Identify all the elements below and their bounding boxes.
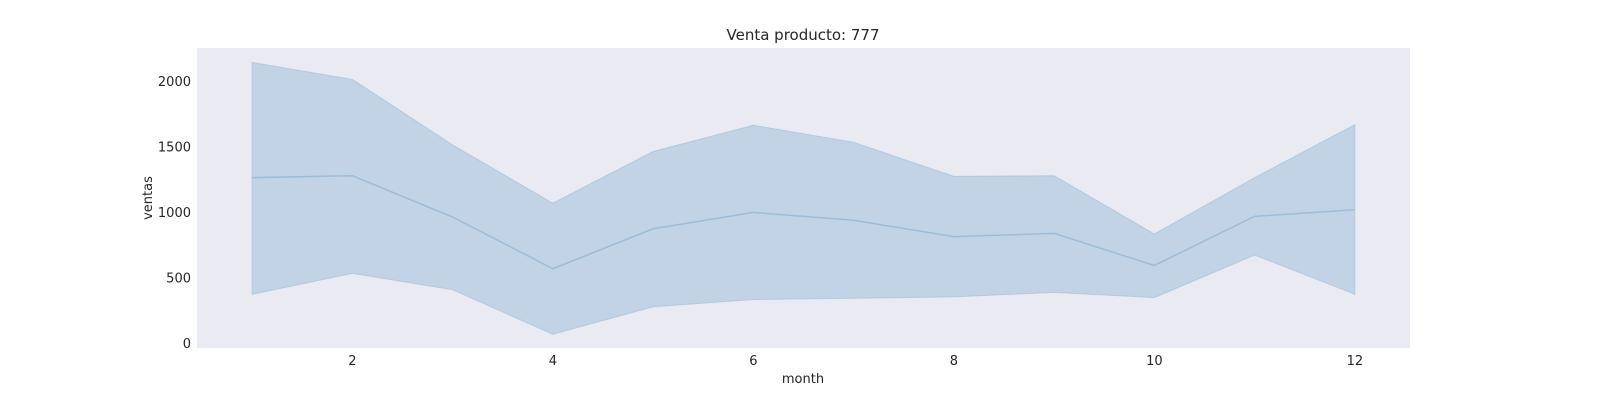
x-tick-label: 12 bbox=[1347, 354, 1364, 369]
chart-title: Venta producto: 777 bbox=[727, 26, 880, 44]
y-axis-label: ventas bbox=[141, 176, 156, 220]
y-tick-label: 0 bbox=[183, 337, 191, 352]
y-axis: 0 500 1000 1500 2000 bbox=[158, 75, 191, 352]
x-axis: 2 4 6 8 10 12 bbox=[348, 354, 1363, 369]
x-tick-label: 4 bbox=[549, 354, 557, 369]
y-tick-label: 2000 bbox=[158, 75, 191, 90]
confidence-band bbox=[251, 61, 1356, 335]
series-line-path bbox=[252, 174, 1355, 270]
series-line bbox=[252, 174, 1355, 270]
y-tick-label: 500 bbox=[166, 271, 191, 286]
x-tick-label: 8 bbox=[950, 354, 958, 369]
x-axis-label: month bbox=[782, 372, 824, 387]
x-tick-label: 2 bbox=[348, 354, 356, 369]
x-tick-label: 10 bbox=[1146, 354, 1163, 369]
y-tick-label: 1500 bbox=[158, 140, 191, 155]
y-tick-label: 1000 bbox=[158, 206, 191, 221]
confidence-band-area bbox=[251, 61, 1356, 335]
x-tick-label: 6 bbox=[749, 354, 757, 369]
